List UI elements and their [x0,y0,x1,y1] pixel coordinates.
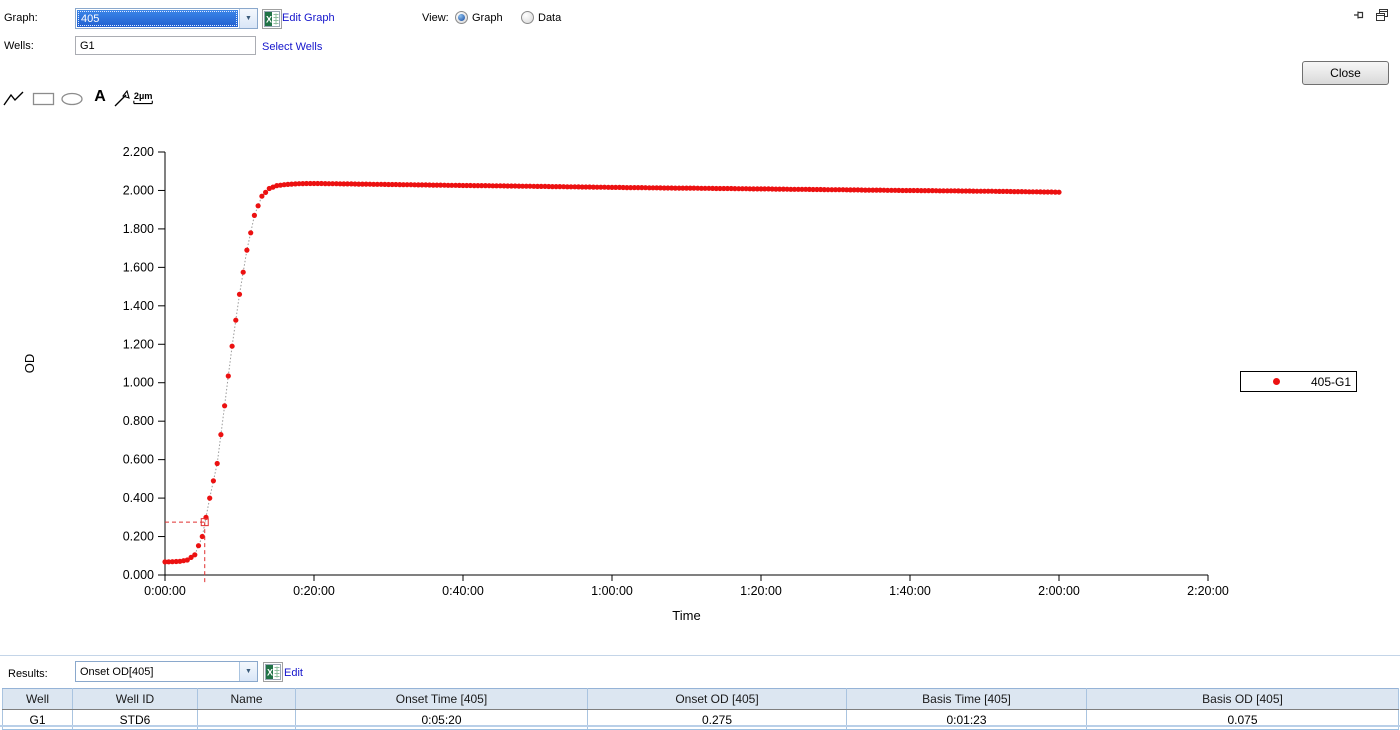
text-tool[interactable]: A [88,86,112,108]
svg-text:2:00:00: 2:00:00 [1038,584,1080,598]
view-graph-radio[interactable] [455,11,468,24]
svg-text:1:00:00: 1:00:00 [591,584,633,598]
table-cell: STD6 [72,709,198,730]
view-data-radio-label: Data [538,12,562,24]
svg-text:1:40:00: 1:40:00 [889,584,931,598]
svg-text:0:40:00: 0:40:00 [442,584,484,598]
svg-text:2.200: 2.200 [123,145,154,159]
results-table-header: Well Well ID Name Onset Time [405] Onset OD … [2,688,1399,710]
separator-line [0,655,1400,656]
chart-axes [158,151,1209,581]
line-tool-icon [3,91,24,106]
line-tool[interactable] [2,88,26,110]
svg-text:0:20:00: 0:20:00 [293,584,335,598]
results-table: Well Well ID Name Onset Time [405] Onset OD … [2,688,1399,730]
excel-icon: X [265,664,281,680]
svg-text:1.600: 1.600 [123,260,154,274]
onset-annotation-lines [165,518,209,583]
svg-text:0:00:00: 0:00:00 [144,584,186,598]
view-graph-radio-label: Graph [472,12,503,24]
svg-text:1.400: 1.400 [123,299,154,313]
close-button-label: Close [1330,66,1361,80]
cascade-windows-icon[interactable] [1375,8,1389,22]
arrow-tool[interactable] [110,88,134,110]
table-cell: 0:05:20 [295,709,588,730]
excel-icon: X [264,11,280,27]
text-tool-icon: A [94,88,106,105]
table-row[interactable]: G1 STD6 0:05:20 0.275 0:01:23 0.075 [2,709,1399,730]
bottom-border [0,725,1400,727]
table-header-cell: Well ID [72,688,198,710]
y-axis-title: OD [22,354,37,374]
graph-label: Graph: [4,12,38,24]
chart-legend: 405-G1 [1240,371,1357,392]
results-label: Results: [8,668,48,680]
graph-combobox[interactable]: 405 ▼ [75,8,258,29]
table-header-cell: Onset OD [405] [587,688,847,710]
scale-bar-tool-icon: 2µm [133,91,153,105]
table-cell: 0.075 [1086,709,1399,730]
svg-text:0.400: 0.400 [123,491,154,505]
x-axis-title: Time [672,608,700,623]
edit-results-link[interactable]: Edit [284,667,303,679]
axis-tick-labels: 0.000 0.200 0.400 0.600 0.800 1.000 1.200 1.400… [123,145,1229,598]
svg-text:1:20:00: 1:20:00 [740,584,782,598]
graph-combobox-value: 405 [77,10,238,27]
close-button[interactable]: Close [1302,61,1389,85]
ellipse-tool-icon [61,92,83,106]
table-header-cell: Name [197,688,296,710]
arrow-tool-icon [114,90,130,107]
svg-text:1.200: 1.200 [123,337,154,351]
chevron-down-icon[interactable]: ▼ [239,9,257,28]
results-combobox[interactable]: Onset OD[405] ▼ [75,661,258,682]
svg-text:1.800: 1.800 [123,222,154,236]
edit-graph-link[interactable]: Edit Graph [282,12,335,24]
svg-text:2.000: 2.000 [123,183,154,197]
rectangle-tool-icon [32,92,55,106]
legend-series-label: 405-G1 [1310,374,1351,389]
table-header-cell: Onset Time [405] [295,688,588,710]
edit-results-button[interactable]: X [263,662,283,682]
svg-text:2:20:00: 2:20:00 [1187,584,1229,598]
view-data-radio[interactable] [521,11,534,24]
series-marker-icon [1273,378,1280,385]
series-connector-line [164,183,1060,563]
wells-label: Wells: [4,40,34,52]
svg-text:X: X [267,668,273,678]
series-points [162,180,1062,565]
table-cell: 0.275 [587,709,847,730]
svg-text:0.800: 0.800 [123,414,154,428]
edit-graph-button[interactable]: X [262,9,282,29]
table-header-cell: Basis OD [405] [1086,688,1399,710]
svg-text:X: X [266,15,272,25]
wells-input[interactable] [75,36,256,55]
svg-text:0.000: 0.000 [123,568,154,582]
chevron-down-icon[interactable]: ▼ [239,662,257,681]
view-label: View: [422,12,449,24]
svg-text:2µm: 2µm [134,91,153,101]
select-wells-link[interactable]: Select Wells [262,41,323,53]
scale-bar-tool[interactable]: 2µm [132,87,156,109]
table-header-cell: Well [2,688,73,710]
pin-icon[interactable] [1353,8,1367,22]
results-combobox-value: Onset OD[405] [80,665,154,678]
rectangle-tool[interactable] [32,88,56,110]
svg-text:0.600: 0.600 [123,453,154,467]
table-header-cell: Basis Time [405] [846,688,1087,710]
svg-text:1.000: 1.000 [123,376,154,390]
ellipse-tool[interactable] [60,88,84,110]
table-cell: G1 [2,709,73,730]
svg-text:0.200: 0.200 [123,530,154,544]
